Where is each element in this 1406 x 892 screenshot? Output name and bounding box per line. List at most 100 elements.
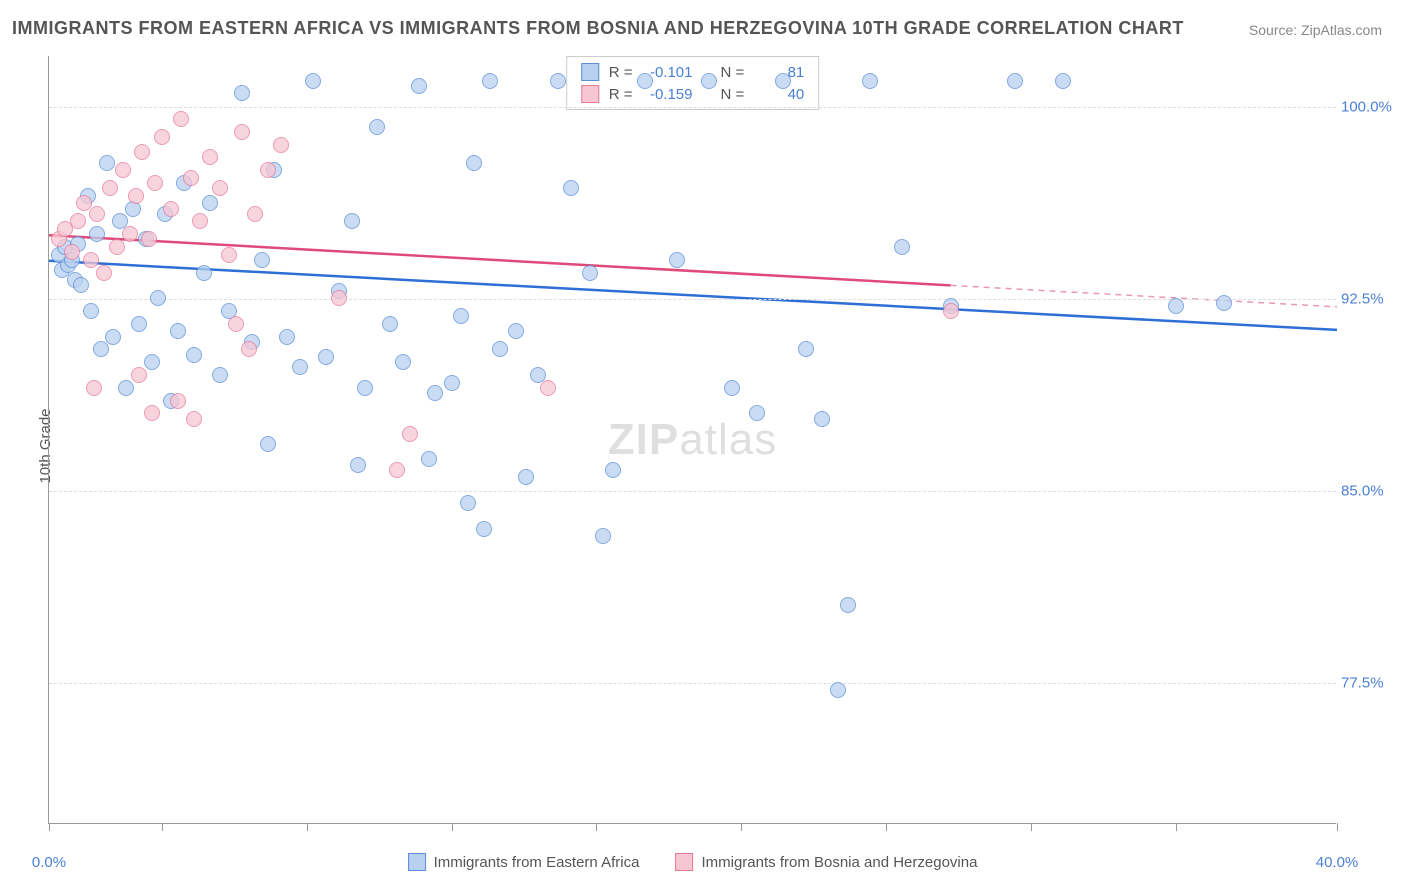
x-tick [452,823,453,831]
x-tick-label: 0.0% [32,854,66,871]
scatter-point [241,341,257,357]
scatter-point [260,436,276,452]
scatter-point [260,162,276,178]
scatter-point [102,180,118,196]
scatter-point [212,180,228,196]
y-tick-label: 77.5% [1341,675,1396,692]
series2-label: Immigrants from Bosnia and Herzegovina [701,854,977,871]
scatter-point [427,385,443,401]
scatter-point [318,349,334,365]
scatter-point [476,521,492,537]
gridline-h [49,299,1336,300]
scatter-point [305,73,321,89]
scatter-point [89,206,105,222]
scatter-point [99,155,115,171]
scatter-point [134,144,150,160]
swatch-series2-bottom [675,853,693,871]
scatter-point [170,393,186,409]
scatter-point [247,206,263,222]
scatter-point [814,411,830,427]
scatter-point [344,213,360,229]
scatter-point [93,341,109,357]
scatter-point [382,316,398,332]
x-tick [1337,823,1338,831]
gridline-h [49,491,1336,492]
x-tick [596,823,597,831]
scatter-point [350,457,366,473]
x-tick [49,823,50,831]
scatter-point [150,290,166,306]
scatter-point [669,252,685,268]
scatter-point [862,73,878,89]
scatter-point [411,78,427,94]
scatter-point [453,308,469,324]
scatter-point [118,380,134,396]
scatter-point [518,469,534,485]
scatter-point [170,323,186,339]
scatter-point [196,265,212,281]
scatter-point [749,405,765,421]
scatter-point [1168,298,1184,314]
scatter-point [605,462,621,478]
scatter-point [724,380,740,396]
scatter-point [563,180,579,196]
scatter-point [86,380,102,396]
x-tick [162,823,163,831]
x-tick [886,823,887,831]
scatter-point [234,85,250,101]
scatter-point [389,462,405,478]
scatter-point [331,290,347,306]
scatter-point [482,73,498,89]
scatter-point [96,265,112,281]
scatter-point [173,111,189,127]
scatter-point [141,231,157,247]
scatter-point [128,188,144,204]
scatter-point [186,411,202,427]
regression-line-extrapolated [951,285,1337,307]
scatter-point [1055,73,1071,89]
legend-item-series1: Immigrants from Eastern Africa [408,853,640,871]
scatter-point [466,155,482,171]
gridline-h [49,683,1336,684]
scatter-point [395,354,411,370]
scatter-point [105,329,121,345]
y-tick-label: 92.5% [1341,291,1396,308]
scatter-point [234,124,250,140]
scatter-point [144,405,160,421]
scatter-point [460,495,476,511]
series-legend: Immigrants from Eastern Africa Immigrant… [408,853,978,871]
scatter-point [1216,295,1232,311]
scatter-point [183,170,199,186]
scatter-point [64,244,80,260]
scatter-point [115,162,131,178]
scatter-point [186,347,202,363]
chart-title: IMMIGRANTS FROM EASTERN AFRICA VS IMMIGR… [12,18,1184,39]
y-tick-label: 85.0% [1341,483,1396,500]
legend-item-series2: Immigrants from Bosnia and Herzegovina [675,853,977,871]
source-label: Source: ZipAtlas.com [1249,22,1382,38]
scatter-point [292,359,308,375]
scatter-point [701,73,717,89]
scatter-point [775,73,791,89]
x-tick-label: 40.0% [1316,854,1359,871]
scatter-point [830,682,846,698]
scatter-point [595,528,611,544]
scatter-point [83,252,99,268]
scatter-point [582,265,598,281]
scatter-point [144,354,160,370]
y-tick-label: 100.0% [1341,99,1396,116]
scatter-point [254,252,270,268]
scatter-point [83,303,99,319]
scatter-point [122,226,138,242]
gridline-h [49,107,1336,108]
scatter-point [163,201,179,217]
scatter-point [798,341,814,357]
scatter-point [89,226,105,242]
scatter-point [540,380,556,396]
scatter-point [492,341,508,357]
chart-svg [49,56,1336,823]
scatter-point [550,73,566,89]
scatter-point [73,277,89,293]
scatter-point [894,239,910,255]
scatter-point [202,195,218,211]
